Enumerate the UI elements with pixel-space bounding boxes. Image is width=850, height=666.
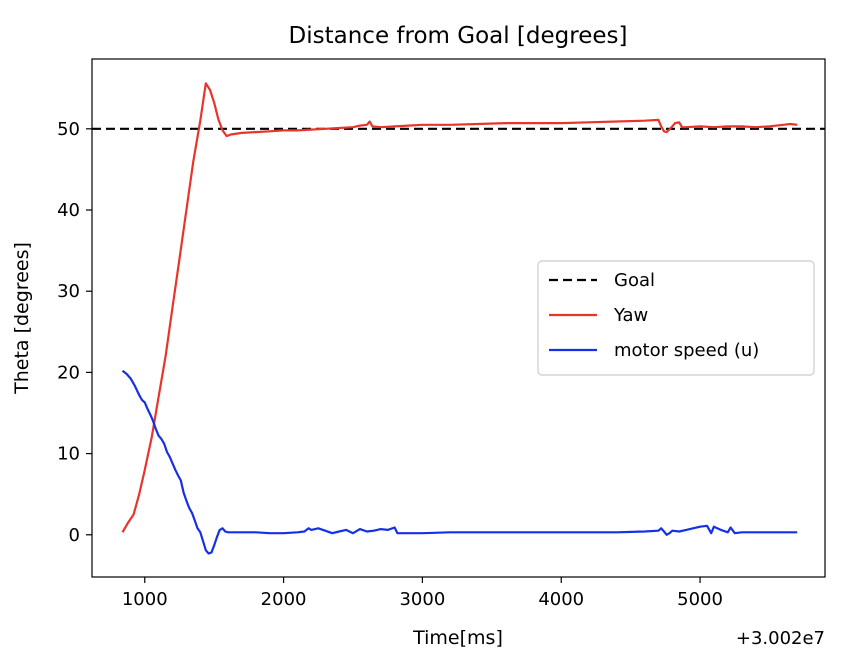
x-tick-label-2: 3000 [399,589,445,610]
series-line-1 [121,82,798,533]
x-tick-label-3: 4000 [538,589,584,610]
x-axis-label: Time[ms] [412,627,503,649]
y-tick-label-2: 20 [57,362,80,383]
legend-label-1: Yaw [613,305,648,326]
y-tick-label-3: 30 [57,281,80,302]
y-tick-label-0: 0 [69,525,80,546]
x-tick-label-0: 1000 [122,589,168,610]
x-tick-label-4: 5000 [677,589,723,610]
y-tick-label-1: 10 [57,444,80,465]
legend: Goal Yaw motor speed (u) [537,260,815,376]
legend-label-2: motor speed (u) [614,340,759,361]
plot-lines [92,82,825,555]
legend-label-0: Goal [614,270,655,291]
x-tick-label-1: 2000 [261,589,307,610]
x-axis-offset-label: +3.002e7 [736,628,825,649]
y-axis-ticks: 0 10 20 30 40 50 [57,119,92,546]
series-line-2 [121,369,798,555]
y-tick-label-5: 50 [57,119,80,140]
y-axis-label: Theta [degrees] [11,242,33,395]
x-axis-ticks: 1000 2000 3000 4000 5000 [122,577,723,610]
y-tick-label-4: 40 [57,200,80,221]
plot-area-frame [91,58,826,578]
chart-title: Distance from Goal [degrees] [289,23,628,49]
legend-box [537,260,815,376]
